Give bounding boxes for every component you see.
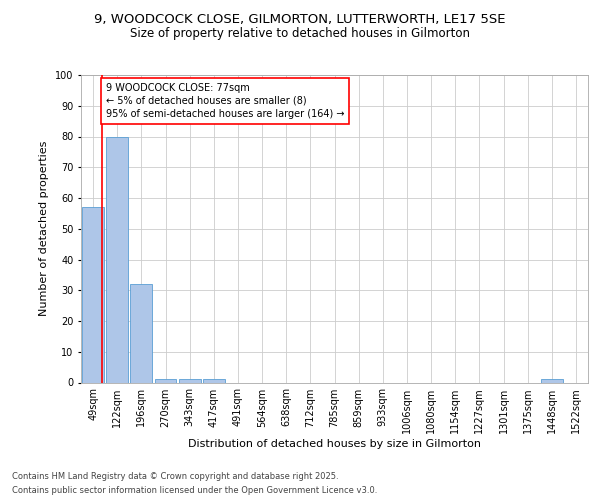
Bar bbox=[541, 380, 563, 382]
Text: Contains public sector information licensed under the Open Government Licence v3: Contains public sector information licen… bbox=[12, 486, 377, 495]
Bar bbox=[203, 380, 224, 382]
Bar bbox=[130, 284, 152, 382]
Text: 9, WOODCOCK CLOSE, GILMORTON, LUTTERWORTH, LE17 5SE: 9, WOODCOCK CLOSE, GILMORTON, LUTTERWORT… bbox=[94, 12, 506, 26]
Bar bbox=[106, 136, 128, 382]
Text: Size of property relative to detached houses in Gilmorton: Size of property relative to detached ho… bbox=[130, 28, 470, 40]
Bar bbox=[179, 380, 200, 382]
X-axis label: Distribution of detached houses by size in Gilmorton: Distribution of detached houses by size … bbox=[188, 438, 481, 448]
Text: Contains HM Land Registry data © Crown copyright and database right 2025.: Contains HM Land Registry data © Crown c… bbox=[12, 472, 338, 481]
Bar bbox=[155, 380, 176, 382]
Bar bbox=[82, 207, 104, 382]
Y-axis label: Number of detached properties: Number of detached properties bbox=[40, 141, 49, 316]
Text: 9 WOODCOCK CLOSE: 77sqm
← 5% of detached houses are smaller (8)
95% of semi-deta: 9 WOODCOCK CLOSE: 77sqm ← 5% of detached… bbox=[106, 82, 344, 119]
